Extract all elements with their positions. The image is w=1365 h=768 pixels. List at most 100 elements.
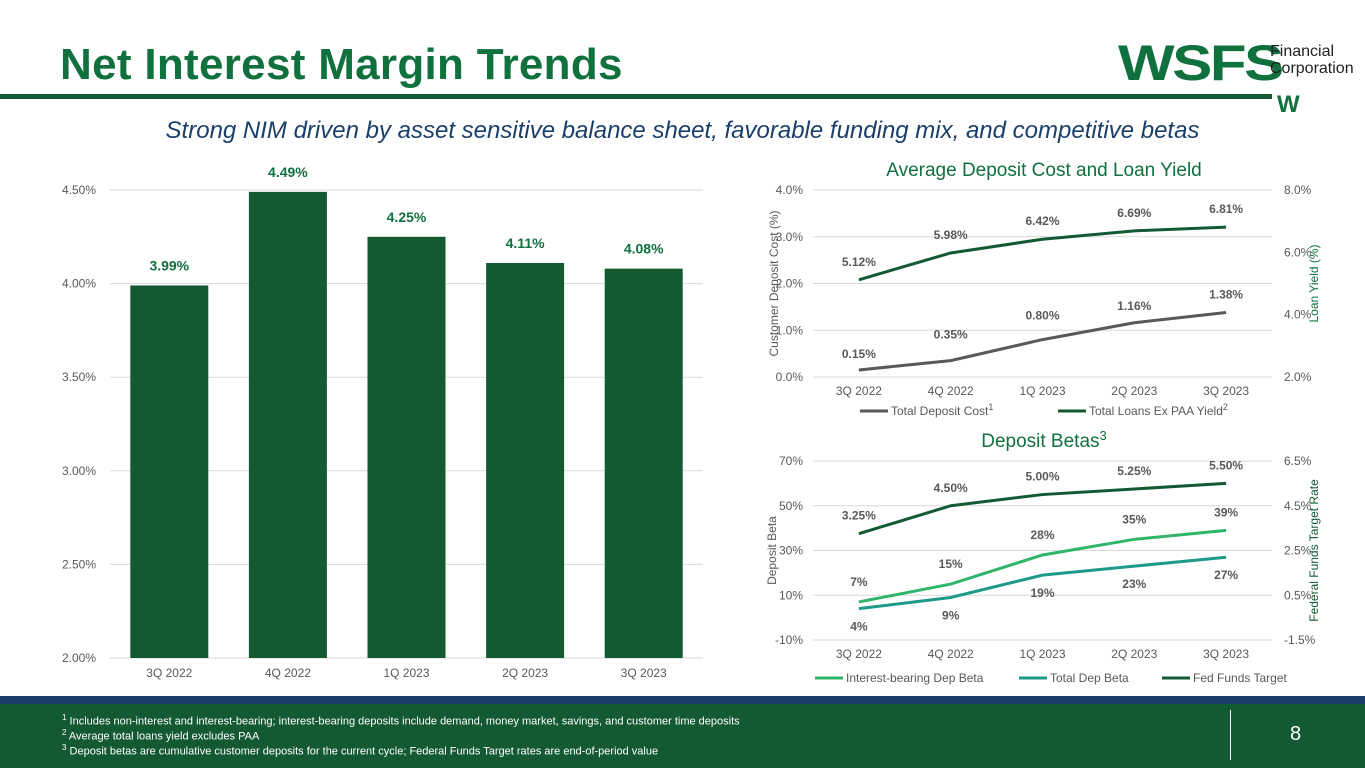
y-tick-label: 1.0% (776, 323, 804, 337)
data-label: 39% (1214, 505, 1238, 519)
data-label: 19% (1030, 586, 1054, 600)
footnote-marker: 3 (62, 743, 67, 752)
data-label: 1.38% (1209, 287, 1243, 301)
logo-wordmark: WSFS (1118, 35, 1284, 91)
data-label: 4.50% (934, 481, 968, 495)
nim-bar-chart: 2.00% 2.50% 3.00% 3.50% 4.00% 4.50% 3.99% 3Q 20… (62, 164, 703, 680)
footnote-text: Average total loans yield excludes PAA (68, 730, 260, 743)
chart-title: Deposit Betas3 (981, 428, 1107, 452)
y-tick-label: 30% (779, 544, 803, 558)
series-line (858, 555, 1227, 611)
y-right-axis-title: Loan Yield (%) (1307, 244, 1321, 322)
data-label: 6.42% (1025, 214, 1059, 228)
y-tick-label: 3.0% (776, 230, 804, 244)
data-label: 35% (1122, 512, 1146, 526)
bar-value-label: 3.99% (149, 257, 189, 273)
page-subtitle: Strong NIM driven by asset sensitive bal… (165, 117, 1200, 144)
legend-superscript: 1 (988, 402, 993, 412)
y-tick-label: 0.0% (776, 370, 804, 384)
logo-line2: Corporation (1270, 60, 1354, 77)
y-axis-title: Deposit Beta (765, 516, 779, 585)
footnote-1: 1 Includes non-interest and interest-bea… (62, 713, 740, 728)
series-line (858, 310, 1227, 372)
bar-value-label: 4.49% (268, 164, 308, 180)
footnote-2: 2 Average total loans yield excludes PAA (62, 728, 259, 743)
y-tick-label: 50% (779, 499, 803, 513)
data-label: 5.12% (842, 255, 876, 269)
data-label: 3.25% (842, 509, 876, 523)
title-rule (0, 94, 1272, 99)
y-right-tick-label: 2.0% (1284, 370, 1312, 384)
data-label: 9% (942, 608, 960, 622)
y-right-tick-label: 4.5% (1284, 499, 1312, 513)
y-tick-label: 4.00% (62, 277, 96, 291)
legend-label: Total Dep Beta (1050, 671, 1129, 685)
footnote-text: Includes non-interest and interest-beari… (69, 715, 740, 728)
legend-superscript: 2 (1223, 402, 1228, 412)
y-tick-label: 3.00% (62, 464, 96, 478)
series-line (858, 225, 1227, 282)
footnote-3: 3 Deposit betas are cumulative customer … (62, 743, 658, 758)
legend-label: Fed Funds Target (1193, 671, 1287, 685)
x-tick-label: 3Q 2022 (836, 384, 882, 398)
data-label: 0.35% (934, 328, 968, 342)
y-tick-label: 4.0% (776, 183, 804, 197)
y-right-tick-label: 6.0% (1284, 245, 1312, 259)
bar (486, 263, 565, 658)
data-label: 5.00% (1025, 470, 1059, 484)
y-right-tick-label: 2.5% (1284, 544, 1312, 558)
footnote-text: Deposit betas are cumulative customer de… (69, 745, 659, 758)
logo-w-mark: W (1277, 91, 1300, 118)
x-tick-label: 2Q 2023 (502, 666, 548, 680)
bar-value-label: 4.11% (506, 235, 545, 251)
bar (367, 236, 446, 659)
y-tick-label: 10% (779, 588, 803, 602)
data-label: 27% (1214, 568, 1238, 582)
footnote-marker: 2 (62, 728, 67, 737)
data-label: 7% (850, 575, 868, 589)
chart-title-superscript: 3 (1100, 428, 1107, 443)
x-tick-label: 4Q 2022 (928, 647, 974, 661)
y-right-tick-label: 0.5% (1284, 588, 1312, 602)
x-tick-label: 1Q 2023 (1019, 647, 1065, 661)
deposit-betas-chart: -10% 10% 30% 50% 70% -1.5% 0.5% 2.5% 4.5% 6.5% 3Q … (765, 428, 1321, 685)
bar-value-label: 4.08% (624, 241, 664, 257)
data-label: 1.16% (1117, 299, 1151, 313)
y-tick-label: 70% (779, 454, 803, 468)
data-label: 28% (1030, 528, 1054, 542)
y-right-tick-label: 4.0% (1284, 308, 1312, 322)
x-tick-label: 2Q 2023 (1111, 647, 1157, 661)
y-axis-title: Customer Deposit Cost (%) (767, 210, 781, 356)
data-label: 5.50% (1209, 458, 1243, 472)
data-label: 5.25% (1117, 464, 1151, 478)
series-line (858, 481, 1227, 536)
y-right-tick-label: 8.0% (1284, 183, 1312, 197)
data-label: 23% (1122, 577, 1146, 591)
series-line (858, 528, 1227, 604)
page-number: 8 (1290, 723, 1302, 745)
x-tick-label: 3Q 2023 (1203, 647, 1249, 661)
x-tick-label: 4Q 2022 (265, 666, 311, 680)
footnote-marker: 1 (62, 713, 67, 722)
data-label: 0.80% (1025, 309, 1059, 323)
bar (604, 268, 683, 658)
legend-label: Total Deposit Cost1 (891, 402, 993, 418)
wsfs-logo: WSFS Financial Corporation W (1118, 38, 1358, 118)
x-tick-label: 3Q 2023 (1203, 384, 1249, 398)
data-label: 0.15% (842, 347, 876, 361)
x-tick-label: 1Q 2023 (1019, 384, 1065, 398)
x-tick-label: 4Q 2022 (928, 384, 974, 398)
y-right-tick-label: 6.5% (1284, 454, 1312, 468)
footer-accent-band (0, 696, 1365, 704)
x-tick-label: 1Q 2023 (383, 666, 429, 680)
y-tick-label: 3.50% (62, 370, 96, 384)
y-right-axis-title: Federal Funds Target Rate (1307, 479, 1321, 622)
data-label: 5.98% (934, 228, 968, 242)
data-label: 4% (850, 620, 868, 634)
bar (130, 285, 209, 658)
data-label: 6.81% (1209, 202, 1243, 216)
y-tick-label: 2.0% (776, 277, 804, 291)
x-tick-label: 2Q 2023 (1111, 384, 1157, 398)
bar-value-label: 4.25% (387, 209, 427, 225)
logo-company-name: Financial Corporation (1270, 43, 1354, 77)
